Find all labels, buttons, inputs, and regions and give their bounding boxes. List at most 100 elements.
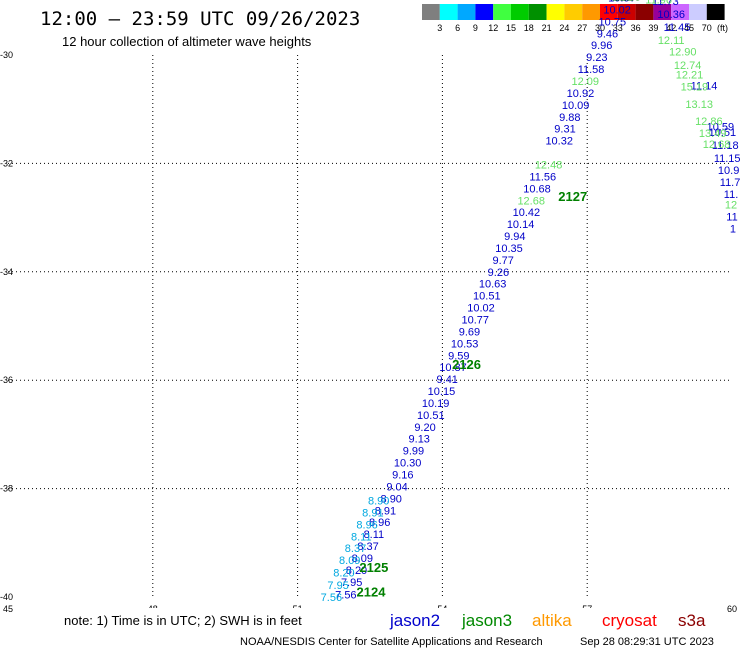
colorbar-swatch bbox=[475, 4, 494, 20]
wave-height-point: 8.37 bbox=[345, 543, 366, 555]
wave-height-point: 8.09 bbox=[352, 553, 373, 565]
wave-height-point: 10.35 bbox=[495, 243, 523, 255]
footer-credit: NOAA/NESDIS Center for Satellite Applica… bbox=[240, 636, 543, 648]
pass-labels: 2124212521262127212818271826 bbox=[357, 0, 719, 600]
wave-height-point: 11 bbox=[726, 212, 737, 224]
x-tick-label: 60 bbox=[727, 604, 737, 614]
wave-height-point: 10.14 bbox=[507, 219, 535, 231]
wave-height-point: 1 bbox=[730, 223, 736, 235]
pass-number-label: 2126 bbox=[452, 357, 481, 372]
colorbar-label: 6 bbox=[455, 23, 460, 33]
colorbar-label: 39 bbox=[648, 23, 658, 33]
wave-height-point: 11.15 bbox=[714, 153, 740, 165]
wave-height-point: 10.9 bbox=[718, 165, 739, 177]
wave-height-point: 8.91 bbox=[362, 507, 383, 519]
chart-title: 12:00 – 23:59 UTC 09/26/2023 bbox=[40, 8, 360, 30]
footer-timestamp: Sep 28 08:29:31 UTC 2023 bbox=[580, 636, 714, 648]
colorbar-swatch bbox=[439, 4, 458, 20]
colorbar-label: 9 bbox=[473, 23, 478, 33]
colorbar-label: 33 bbox=[613, 23, 623, 33]
colorbar-swatch bbox=[617, 4, 636, 20]
wave-height-point: 9.94 bbox=[504, 231, 525, 243]
wave-height-point: 8.91 bbox=[375, 505, 396, 517]
wave-height-point: 15.19 bbox=[681, 81, 709, 93]
colorbar-swatch bbox=[422, 4, 440, 20]
x-tick-label: 45 bbox=[3, 604, 13, 614]
wave-height-point: 9.23 bbox=[586, 52, 607, 64]
y-tick-label: -40 bbox=[0, 592, 13, 602]
colorbar-label: 15 bbox=[506, 23, 516, 33]
colorbar-label: 42 bbox=[666, 23, 676, 33]
wave-height-point: 11.56 bbox=[529, 171, 556, 183]
wave-height-point: 9.96 bbox=[591, 40, 612, 52]
colorbar-label: 12 bbox=[488, 23, 498, 33]
satellite-legend-altika: altika bbox=[532, 611, 572, 630]
wave-height-point: 8.37 bbox=[357, 541, 378, 553]
wave-height-point: 12.74 bbox=[674, 60, 702, 72]
wave-height-point: 8.20 bbox=[333, 568, 354, 580]
colorbar-label: 70 bbox=[702, 23, 712, 33]
color-scale-legend: 3 6 9 12 15 18 21 24 27 30 33 36 39 42 45 70 bbox=[422, 4, 725, 33]
y-tick-label: -36 bbox=[0, 375, 13, 385]
wave-height-point: 8.11 bbox=[351, 531, 372, 543]
colorbar-swatch bbox=[511, 4, 529, 20]
colorbar-swatch bbox=[706, 4, 725, 20]
wave-height-point: 9.16 bbox=[392, 470, 413, 482]
pass-number-label: 2125 bbox=[359, 560, 388, 575]
wave-height-point: 10.09 bbox=[562, 100, 590, 112]
colorbar-swatch bbox=[582, 4, 600, 20]
colorbar-swatch bbox=[671, 4, 689, 20]
wave-height-point: 10.19 bbox=[422, 398, 450, 410]
satellite-legend-s3a: s3a bbox=[678, 611, 706, 630]
pass-number-label: 2128 bbox=[612, 0, 641, 3]
satellite-legend-jason3: jason3 bbox=[461, 611, 512, 630]
wave-height-point: 12.86 bbox=[695, 116, 723, 128]
wave-height-point: 10.75 bbox=[599, 16, 627, 28]
wave-height-point: 11.18 bbox=[712, 140, 739, 152]
wave-height-point: 8.96 bbox=[356, 519, 377, 531]
pass-number-label: 2127 bbox=[558, 189, 587, 204]
pass-number-label: 2124 bbox=[357, 585, 387, 600]
wave-height-point: 10.36 bbox=[657, 9, 685, 21]
colorbar-label: 27 bbox=[577, 23, 587, 33]
wave-height-point: 9.99 bbox=[403, 446, 424, 458]
grid bbox=[8, 55, 732, 597]
wave-height-point: 8.96 bbox=[369, 517, 390, 529]
wave-height-point: 10.15 bbox=[428, 386, 456, 398]
wave-height-point: 11.73 bbox=[652, 0, 679, 8]
wave-height-point: 9.31 bbox=[554, 124, 575, 136]
wave-height-point: 10.02 bbox=[467, 303, 495, 315]
colorbar-label: 36 bbox=[631, 23, 641, 33]
wave-height-point: 12.09 bbox=[572, 76, 600, 88]
wave-height-point: 10.57 bbox=[608, 0, 636, 5]
wave-height-point: 8.09 bbox=[339, 555, 360, 567]
wave-height-point: 12.90 bbox=[669, 47, 697, 59]
wave-height-point: 9.88 bbox=[559, 112, 580, 124]
wave-height-point: 9.59 bbox=[448, 350, 469, 362]
colorbar-label: 45 bbox=[684, 23, 694, 33]
wave-height-point: 9.46 bbox=[597, 28, 618, 40]
colorbar-label: 24 bbox=[559, 23, 569, 33]
wave-height-point: 8.90 bbox=[381, 493, 402, 505]
legend-background bbox=[55, 608, 715, 630]
colorbar-swatch bbox=[653, 4, 672, 20]
wave-height-point: 9.20 bbox=[414, 422, 435, 434]
wave-height-point: 10.92 bbox=[567, 88, 595, 100]
wave-height-point: 12.68 bbox=[517, 195, 545, 207]
wave-height-point: 12.21 bbox=[676, 70, 704, 82]
colorbar-swatch bbox=[528, 4, 547, 20]
wave-height-point: 9.04 bbox=[386, 481, 407, 493]
wave-height-point: 7.56 bbox=[335, 589, 356, 601]
satellite-legend-cryosat: cryosat bbox=[602, 611, 657, 630]
wave-height-point: 8.90 bbox=[368, 496, 389, 508]
wave-height-point: 10.51 bbox=[473, 291, 501, 303]
colorbar-label: 30 bbox=[595, 23, 605, 33]
colorbar-label: 3 bbox=[437, 23, 442, 33]
colorbar-swatch bbox=[689, 4, 707, 20]
wave-height-point: 10.63 bbox=[479, 279, 507, 291]
wave-height-point: 9.26 bbox=[488, 267, 509, 279]
colorbar-swatch bbox=[564, 4, 583, 20]
wave-height-point: 7.95 bbox=[327, 580, 348, 592]
colorbar-label: 21 bbox=[542, 23, 552, 33]
